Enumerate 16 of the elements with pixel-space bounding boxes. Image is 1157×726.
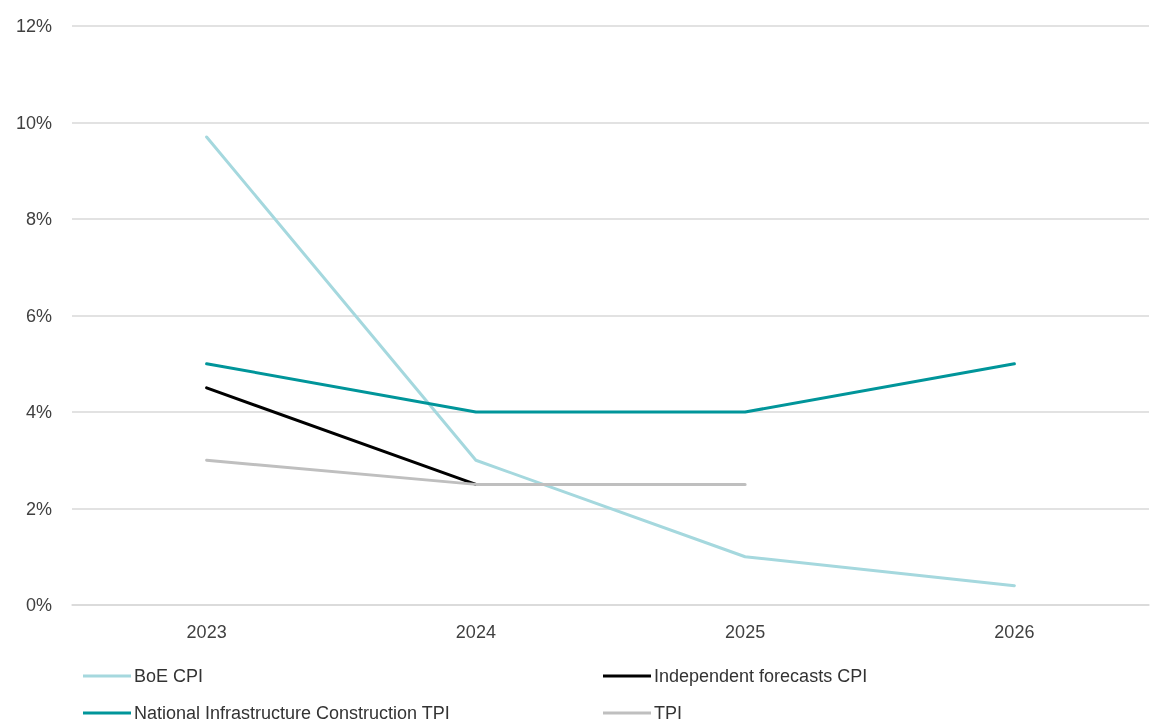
y-tick-label: 12% — [15, 16, 52, 36]
x-tick-label: 2023 — [186, 622, 227, 642]
x-tick-label: 2026 — [994, 622, 1035, 642]
legend-label: TPI — [654, 703, 683, 723]
y-tick-label: 8% — [25, 209, 52, 229]
y-tick-label: 4% — [25, 402, 52, 422]
y-tick-label: 0% — [25, 595, 52, 615]
legend-label: Independent forecasts CPI — [654, 666, 868, 686]
legend-label: National Infrastructure Construction TPI — [134, 703, 450, 723]
line-series — [205, 135, 1016, 588]
y-tick-label: 10% — [15, 112, 52, 133]
y-tick-label: 6% — [25, 305, 52, 326]
x-tick-label: 2025 — [725, 622, 766, 642]
x-tick-label: 2024 — [455, 622, 496, 642]
legend-label: BoE CPI — [134, 666, 204, 686]
y-tick-label: 2% — [25, 498, 52, 519]
